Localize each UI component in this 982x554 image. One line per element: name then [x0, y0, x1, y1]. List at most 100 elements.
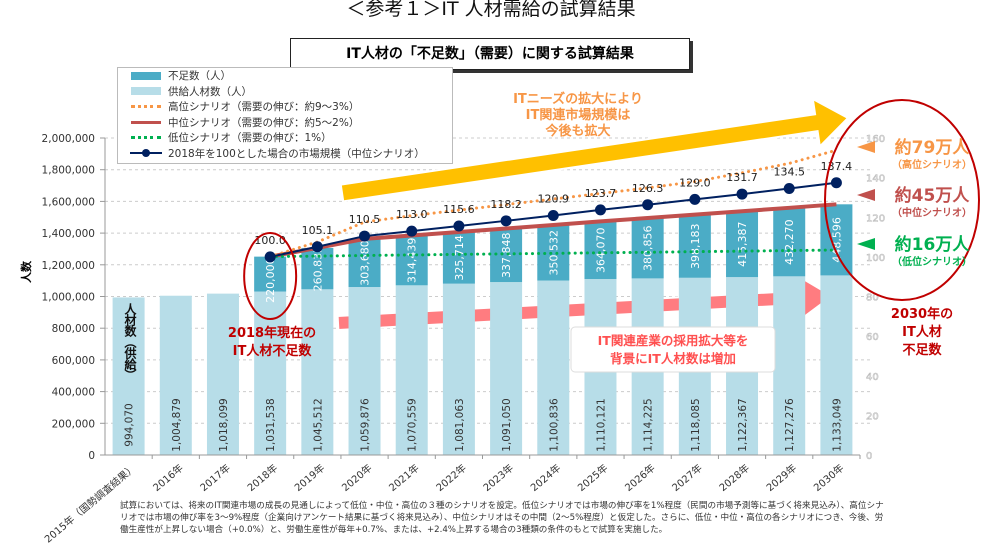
bar-label-shortage: 337,848 — [500, 233, 513, 279]
market-size-marker — [500, 215, 512, 227]
supply-growth-callout-box — [570, 326, 776, 373]
x-tick-label: 2019年 — [292, 461, 328, 494]
bar-supply — [301, 289, 334, 455]
bar-label-shortage: 380,856 — [642, 225, 655, 271]
bar-supply — [820, 275, 853, 455]
bar-label-shortage: 303,680 — [359, 240, 372, 286]
bar-label-shortage: 432,270 — [783, 219, 796, 264]
shortage-2018-label: IT人材不足数 — [233, 343, 313, 359]
x-tick-label: 2021年 — [386, 461, 422, 494]
legend-item-market: 2018年を100とした場合の市場規模（中位シナリオ） — [118, 146, 452, 162]
y-tick-label: 400,000 — [52, 387, 95, 399]
shortage-2030-label: 2030年の — [891, 306, 953, 322]
market-size-marker — [689, 193, 701, 205]
bar-shortage — [254, 256, 287, 292]
bar-supply — [442, 283, 475, 455]
market-size-marker — [830, 177, 842, 189]
bar-label-supply: 1,081,063 — [454, 398, 466, 451]
market-size-marker — [642, 199, 654, 211]
market-growth-label: ITニーズの拡大により — [513, 91, 643, 107]
market-size-label: 100.0 — [254, 234, 286, 247]
market-size-marker — [783, 183, 795, 195]
bar-label-shortage: 350,532 — [547, 230, 560, 276]
mid-scenario-value: 約45万人 — [895, 185, 971, 206]
bar-label-shortage: 325,714 — [453, 235, 466, 281]
legend-label: 低位シナリオ（需要の伸び：1%） — [168, 132, 332, 145]
highlight-ellipse-2030 — [824, 99, 980, 301]
x-tick-label: 2016年 — [150, 461, 186, 494]
y-tick-label: 200,000 — [52, 418, 95, 430]
legend-swatch — [130, 69, 162, 83]
annotations: 2018年現在の IT人材不足数 ITニーズの拡大によりIT関連市場規模は今後も拡大… — [228, 91, 980, 373]
y-tick-label: 1,000,000 — [42, 292, 95, 304]
bar-label-shortage: 314,439 — [406, 238, 419, 284]
mid-scenario-sub: （中位シナリオ） — [892, 206, 972, 219]
market-growth-label: 今後も拡大 — [544, 123, 610, 139]
bar-supply — [206, 293, 239, 455]
bar-shortage — [348, 238, 381, 288]
y2-tick-label: 80 — [866, 293, 879, 304]
bar-label-supply: 1,118,085 — [690, 398, 702, 451]
bar-label-shortage: 398,183 — [689, 223, 702, 269]
chart-box-title: IT人材の「不足数」（需要）に関する試算結果 — [290, 38, 690, 70]
bar-supply — [348, 287, 381, 455]
bar-label-supply: 1,045,512 — [312, 398, 324, 451]
bar-label-shortage: 220,000 — [264, 257, 277, 303]
y-tick-label: 600,000 — [52, 355, 95, 367]
mid-pointer-icon — [857, 189, 875, 201]
y2-tick-label: 60 — [866, 332, 879, 343]
bar-label-supply: 1,070,559 — [407, 398, 419, 451]
bar-label-supply: 1,100,836 — [548, 398, 560, 452]
bar-shortage — [678, 214, 711, 278]
legend-swatch — [130, 100, 162, 114]
shortage-2018-label: 2018年現在の — [228, 325, 316, 341]
legend-label: 供給人材数（人） — [168, 85, 252, 98]
market-size-label: 113.0 — [396, 208, 428, 221]
supply-growth-label: IT関連産業の採用拡大等を — [598, 333, 749, 348]
market-size-label: 118.2 — [490, 198, 522, 211]
low-scenario-value: 約16万人 — [895, 234, 971, 255]
legend-label: 高位シナリオ（需要の伸び：約9～3%） — [168, 101, 360, 114]
y2-tick-label: 20 — [866, 411, 879, 422]
y-tick-label: 1,800,000 — [42, 165, 95, 177]
y2-tick-label: 120 — [866, 213, 885, 224]
x-tick-label: 2023年 — [481, 461, 517, 494]
bar-label-supply: 1,091,050 — [501, 398, 513, 451]
market-size-label: 137.4 — [821, 160, 853, 173]
bar-shortage — [631, 218, 664, 279]
market-size-marker — [359, 230, 371, 242]
bar-shortage — [773, 207, 806, 277]
market-growth-arrow — [339, 97, 850, 203]
y-tick-label: 2,000,000 — [42, 133, 95, 145]
market-size-marker — [311, 241, 323, 253]
supply-growth-label: 背景にIT人材数は増加 — [610, 351, 736, 366]
lines: 100.0 105.1 110.5 113.0 115.6 118.2 120.9 123.7… — [254, 148, 853, 263]
legend-label: 2018年を100とした場合の市場規模（中位シナリオ） — [168, 147, 425, 160]
bar-supply — [395, 285, 428, 455]
supply-vertical-label: 人材数（供給） — [123, 303, 137, 380]
market-size-marker — [264, 251, 276, 263]
market-size-label: 129.0 — [679, 176, 711, 189]
y-tick-label: 1,200,000 — [42, 260, 95, 272]
market-growth-label: IT関連市場規模は — [526, 107, 631, 123]
footnote: 試算においては、将来のIT関連市場の成長の見通しによって低位・中位・高位の３種の… — [120, 501, 884, 535]
legend-item-low: 低位シナリオ（需要の伸び：1%） — [118, 130, 452, 146]
x-tick-label: 2026年 — [622, 461, 658, 494]
y2-tick-label: 160 — [866, 134, 885, 145]
bar-supply — [773, 276, 806, 455]
bar-supply — [159, 295, 192, 455]
legend-item-shortage: 不足数（人） — [118, 68, 452, 84]
legend-swatch — [130, 115, 162, 129]
legend-item-mid: 中位シナリオ（需要の伸び：約5～2%） — [118, 115, 452, 131]
bar-supply — [537, 280, 570, 455]
market-size-marker — [453, 220, 465, 232]
bar-label-supply: 1,114,225 — [643, 398, 655, 451]
y2-tick-label: 100 — [866, 253, 885, 264]
x-tick-label: 2022年 — [433, 461, 469, 494]
bar-supply — [490, 282, 523, 455]
market-size-label: 134.5 — [773, 166, 805, 179]
legend-label: 中位シナリオ（需要の伸び：約5～2%） — [168, 116, 360, 129]
x-tick-label: 2025年 — [575, 461, 611, 494]
x-tick-label: 2020年 — [339, 461, 375, 494]
